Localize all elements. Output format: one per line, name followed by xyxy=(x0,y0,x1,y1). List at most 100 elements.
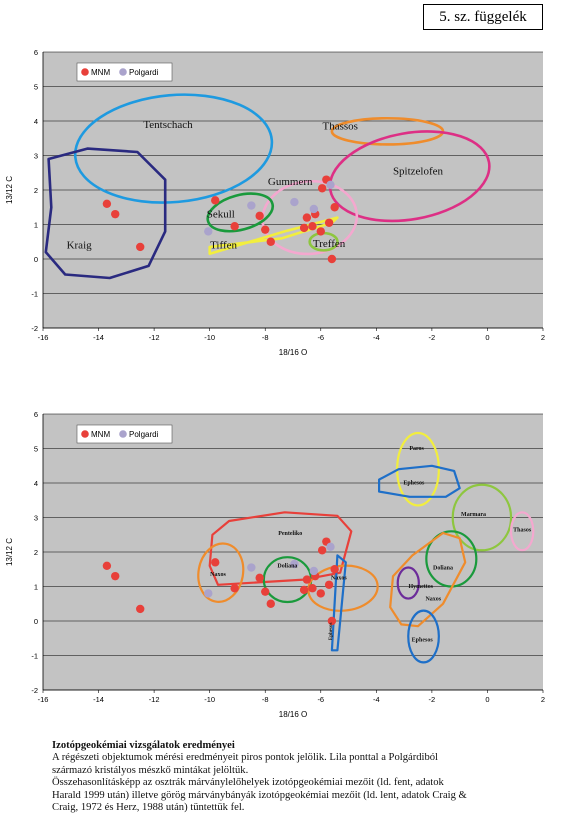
x-tick-label: -6 xyxy=(317,333,324,342)
point-polgardi xyxy=(309,566,319,576)
caption-body: A régészeti objektumok mérési eredményei… xyxy=(52,752,467,814)
y-tick-label: 0 xyxy=(34,255,38,264)
x-tick-label: 2 xyxy=(541,695,545,704)
x-tick-label: -12 xyxy=(149,333,160,342)
y-tick-label: 5 xyxy=(34,83,38,92)
point-mnm xyxy=(211,558,220,567)
region-label-tentschach: Tentschach xyxy=(143,119,193,131)
legend-label-polgardi: Polgardi xyxy=(129,68,159,77)
region-outline-tiffen xyxy=(208,216,339,256)
region-label-naxos: Naxos xyxy=(425,596,441,602)
point-polgardi xyxy=(290,197,299,207)
point-mnm xyxy=(102,561,112,570)
point-mnm xyxy=(266,599,275,608)
region-outline-thasos xyxy=(509,511,535,552)
x-tick-label: 2 xyxy=(541,333,545,342)
x-tick-label: 0 xyxy=(485,333,489,342)
x-tick-label: -2 xyxy=(429,695,436,704)
y-tick-label: 4 xyxy=(34,117,38,126)
point-mnm xyxy=(299,585,309,595)
y-tick-label: 1 xyxy=(34,221,38,230)
point-polgardi xyxy=(326,180,335,190)
region-label-spitzelofen: Spitzelofen xyxy=(393,165,444,177)
region-label-doliana: Doliana xyxy=(433,565,453,571)
caption: Izotópgeokémiai vizsgálatok eredményei A… xyxy=(52,740,557,814)
region-outline-penteliko xyxy=(208,511,353,586)
point-mnm xyxy=(211,196,220,205)
region-label-hymettos: Hymettos xyxy=(408,584,433,590)
point-polgardi xyxy=(247,563,256,572)
x-tick-label: -16 xyxy=(38,333,49,342)
y-tick-label: -1 xyxy=(31,290,38,299)
point-mnm xyxy=(316,589,325,598)
point-mnm xyxy=(136,604,145,614)
legend-label-polgardi: Polgardi xyxy=(129,430,159,439)
caption-title: Izotópgeokémiai vizsgálatok eredményei xyxy=(52,740,235,751)
y-axis-label: 13/12 C xyxy=(5,176,14,204)
x-axis-label: 18/16 O xyxy=(279,710,307,719)
x-tick-label: -10 xyxy=(204,695,215,704)
point-mnm xyxy=(324,580,334,589)
y-tick-label: 3 xyxy=(34,152,38,161)
point-mnm xyxy=(255,211,264,221)
region-label-tiffen: Tiffen xyxy=(210,240,237,252)
x-tick-label: -4 xyxy=(373,333,380,342)
x-tick-label: -4 xyxy=(373,695,380,704)
region-label-penteliko: Penteliko xyxy=(278,531,302,537)
legend-label-mnm: MNM xyxy=(91,430,110,439)
point-mnm xyxy=(111,571,120,581)
legend-marker-polgardi xyxy=(119,68,127,76)
point-mnm xyxy=(299,223,309,233)
point-mnm xyxy=(308,584,317,593)
region-outline-sekull xyxy=(206,192,275,233)
region-outline-marmara xyxy=(451,483,513,552)
point-mnm xyxy=(261,225,270,234)
region-label-naxos: Naxos xyxy=(331,576,347,582)
point-mnm xyxy=(230,584,239,593)
region-outline-hymettos xyxy=(396,566,420,600)
point-mnm xyxy=(111,209,120,219)
region-label-sekull: Sekull xyxy=(207,209,235,221)
region-label-naxos: Naxos xyxy=(210,572,226,578)
y-tick-label: 2 xyxy=(34,548,38,557)
region-label-ephesos: Ephesos xyxy=(403,481,425,487)
x-tick-label: -14 xyxy=(93,695,104,704)
y-tick-label: 3 xyxy=(34,514,38,523)
region-label-thassos: Thassos xyxy=(322,121,357,133)
y-tick-label: 6 xyxy=(34,410,38,419)
region-label-thasos: Thasos xyxy=(513,527,532,533)
y-tick-label: -1 xyxy=(31,652,38,661)
legend-marker-mnm xyxy=(81,430,89,438)
legend-marker-polgardi xyxy=(119,430,127,438)
point-polgardi xyxy=(247,201,256,210)
y-tick-label: -2 xyxy=(31,686,38,695)
point-polgardi xyxy=(204,589,213,598)
point-polgardi xyxy=(204,227,213,236)
point-mnm xyxy=(255,573,264,583)
region-label-doliana: Doliana xyxy=(277,564,297,570)
region-outline-naxos xyxy=(389,531,467,628)
point-mnm xyxy=(230,222,239,231)
x-tick-label: -8 xyxy=(262,695,269,704)
x-tick-label: -10 xyxy=(204,333,215,342)
x-axis-label: 18/16 O xyxy=(279,348,307,357)
y-tick-label: 1 xyxy=(34,583,38,592)
y-tick-label: 4 xyxy=(34,479,38,488)
region-outline-naxos xyxy=(307,564,379,612)
point-mnm xyxy=(308,222,317,231)
point-mnm xyxy=(302,213,312,222)
point-polgardi xyxy=(290,559,299,569)
point-mnm xyxy=(302,575,312,584)
point-mnm xyxy=(266,237,275,246)
y-tick-label: 5 xyxy=(34,445,38,454)
region-label-treffen: Treffen xyxy=(313,238,346,250)
y-tick-label: 0 xyxy=(34,617,38,626)
region-outline-naxos xyxy=(197,542,245,603)
region-outline-ephesos xyxy=(378,464,461,498)
region-outline-spitzelofen xyxy=(328,130,491,223)
y-tick-label: 2 xyxy=(34,186,38,195)
point-mnm xyxy=(102,199,112,208)
x-tick-label: -8 xyxy=(262,333,269,342)
